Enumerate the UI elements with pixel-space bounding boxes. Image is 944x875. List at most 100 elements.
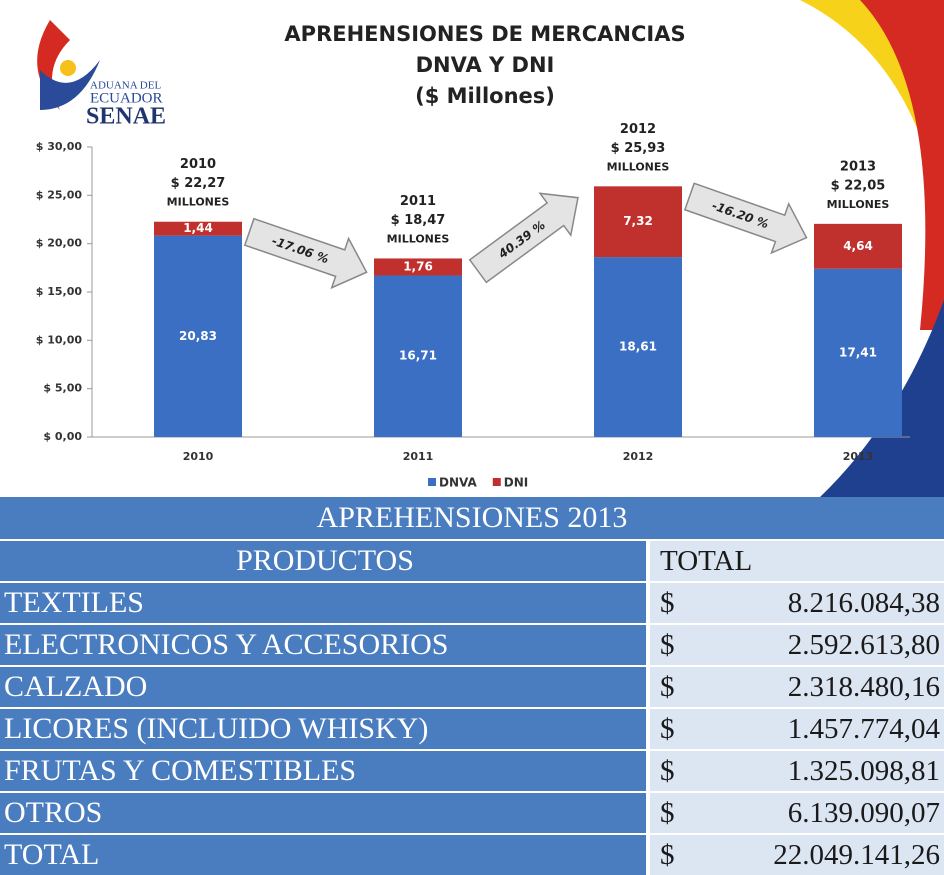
total-year: 2010 (180, 157, 216, 172)
table-row: FRUTAS Y COMESTIBLES $1.325.098,81 (0, 751, 944, 791)
product-cell: CALZADO (0, 667, 646, 707)
amount: 22.049.141,26 (773, 838, 940, 871)
table-row: OTROS $6.139.090,07 (0, 793, 944, 833)
product-cell: FRUTAS Y COMESTIBLES (0, 751, 646, 791)
y-tick-label: $ 15,00 (36, 285, 83, 298)
total-annotation: 2010 $ 22,27 MILLONES (167, 157, 230, 209)
bar-segment (154, 235, 242, 437)
y-tick-label: $ 10,00 (36, 333, 83, 346)
chart: ADUANA DEL ECUADOR SENAE APREHENSIONES D… (36, 0, 944, 497)
total-cell: $8.216.084,38 (650, 583, 944, 623)
logo-text: SENAE (86, 104, 166, 130)
bar-segment (814, 223, 902, 269)
change-arrow: -17.06 % (243, 217, 368, 290)
y-tick-label: $ 30,00 (36, 140, 83, 153)
amount: 2.318.480,16 (787, 670, 940, 703)
currency: $ (660, 754, 675, 787)
arrow-shape (468, 192, 579, 284)
swoosh-blue (820, 300, 944, 497)
total-year: 2013 (840, 159, 876, 174)
x-tick-label: 2013 (843, 450, 874, 463)
total-cell: $1.325.098,81 (650, 751, 944, 791)
x-tick-label: 2012 (623, 450, 654, 463)
legend-label: DNI (504, 476, 528, 490)
currency: $ (660, 586, 675, 619)
legend-swatch (492, 478, 501, 486)
x-tick-label: 2011 (403, 450, 434, 463)
total-annotation: 2013 $ 22,05 MILLONES (827, 159, 890, 211)
bar-segment (814, 268, 902, 437)
logo-mark (40, 60, 100, 110)
total-label: $ 22,05 (831, 178, 886, 193)
table-row: LICORES (INCLUIDO WHISKY) $1.457.774,04 (0, 709, 944, 749)
swoosh-red (860, 0, 944, 330)
currency: $ (660, 796, 675, 829)
amount: 6.139.090,07 (787, 796, 940, 829)
product-cell: TOTAL (0, 835, 646, 875)
table-title: APREHENSIONES 2013 (0, 497, 944, 539)
bar-segment (374, 275, 462, 437)
total-year: 2012 (620, 122, 656, 137)
logo-text: ECUADOR (90, 90, 163, 106)
chart-title: DNVA Y DNI (416, 53, 555, 77)
bar-segment (594, 257, 682, 437)
x-tick-label: 2010 (183, 450, 214, 463)
product-cell: TEXTILES (0, 583, 646, 623)
table-row: CALZADO $2.318.480,16 (0, 667, 944, 707)
total-label: $ 25,93 (611, 141, 666, 156)
bar-segment (374, 258, 462, 276)
chart-title: ($ Millones) (415, 84, 555, 108)
total-year: 2011 (400, 194, 436, 209)
legend-label: DNVA (439, 476, 477, 490)
legend-swatch (428, 478, 436, 486)
change-arrow: 40.39 % (468, 192, 579, 284)
total-annotation: 2012 $ 25,93 MILLONES (607, 122, 670, 174)
value-label: 4,64 (843, 239, 873, 253)
currency: $ (660, 838, 675, 871)
value-label: 1,44 (183, 221, 213, 235)
total-label: $ 22,27 (171, 176, 226, 191)
total-cell: $2.592.613,80 (650, 625, 944, 665)
amount: 8.216.084,38 (787, 586, 940, 619)
total-label: $ 18,47 (391, 213, 446, 228)
amount: 2.592.613,80 (787, 628, 940, 661)
total-cell: $1.457.774,04 (650, 709, 944, 749)
chart-title: APREHENSIONES DE MERCANCIAS (284, 22, 685, 46)
total-unit: MILLONES (827, 198, 890, 211)
header-cell: TOTAL (650, 541, 944, 581)
value-label: 17,41 (839, 345, 877, 359)
currency: $ (660, 628, 675, 661)
amount: 1.325.098,81 (787, 754, 940, 787)
value-label: 16,71 (399, 349, 437, 363)
total-unit: MILLONES (167, 196, 230, 209)
table-row: TOTAL $22.049.141,26 (0, 835, 944, 875)
logo-dot (60, 60, 76, 76)
total-cell: $6.139.090,07 (650, 793, 944, 833)
value-label: 20,83 (179, 329, 217, 343)
value-label: 18,61 (619, 340, 657, 354)
table: APREHENSIONES 2013 PRODUCTOS TOTAL TEXTILES… (0, 497, 944, 875)
total-unit: MILLONES (387, 232, 450, 245)
product-cell: OTROS (0, 793, 646, 833)
y-tick-label: $ 5,00 (43, 382, 82, 395)
header-text: TOTAL (660, 544, 753, 577)
product-cell: ELECTRONICOS Y ACCESORIOS (0, 625, 646, 665)
y-tick-label: $ 0,00 (43, 430, 82, 443)
total-annotation: 2011 $ 18,47 MILLONES (387, 194, 450, 246)
total-cell: $2.318.480,16 (650, 667, 944, 707)
amount: 1.457.774,04 (787, 712, 940, 745)
header-cell: PRODUCTOS (0, 541, 646, 581)
total-unit: MILLONES (607, 160, 670, 173)
y-tick-label: $ 25,00 (36, 188, 83, 201)
total-cell: $22.049.141,26 (650, 835, 944, 875)
currency: $ (660, 670, 675, 703)
arrow-shape (243, 217, 368, 290)
value-label: 7,32 (623, 214, 653, 228)
currency: $ (660, 712, 675, 745)
bar-segment (594, 186, 682, 258)
arrow-shape (683, 182, 808, 255)
value-label: 1,76 (403, 259, 433, 273)
header-row: PRODUCTOS TOTAL (0, 541, 944, 581)
y-tick-label: $ 20,00 (36, 237, 83, 250)
